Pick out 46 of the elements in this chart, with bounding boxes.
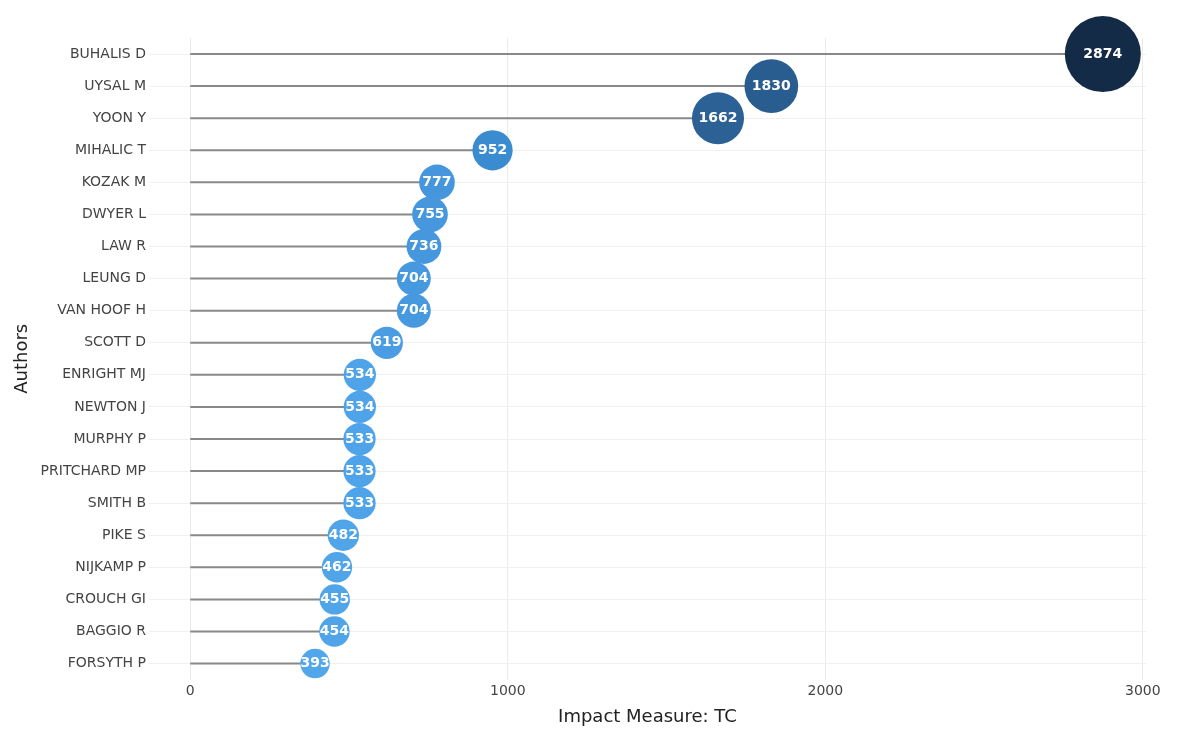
y-tick-label: KOZAK M (81, 173, 146, 189)
y-tick-label: PRITCHARD MP (40, 461, 146, 478)
x-tick-label: 0 (185, 681, 195, 698)
y-tick-label: LEUNG D (82, 269, 146, 286)
y-tick-label: MURPHY P (73, 429, 146, 446)
y-tick-label: NIJKAMP P (75, 557, 146, 574)
data-label: 704 (399, 301, 429, 318)
data-label: 455 (320, 590, 350, 607)
y-tick-label: UYSAL M (84, 76, 146, 93)
y-tick-label: SCOTT D (84, 333, 146, 350)
data-label: 393 (300, 654, 330, 671)
y-tick-label: BAGGIO R (76, 622, 147, 639)
data-label: 755 (415, 205, 445, 222)
data-label: 533 (344, 429, 375, 446)
y-tick-label: YOON Y (91, 108, 147, 125)
data-label: 482 (328, 525, 358, 542)
y-tick-label: CROUCH GI (65, 590, 146, 607)
x-axis-title: Impact Measure: TC (558, 704, 737, 726)
y-tick-label: ENRIGHT MJ (62, 365, 146, 382)
x-tick-label: 2000 (807, 681, 844, 698)
data-label: 704 (399, 269, 429, 286)
x-tick-label: 3000 (1125, 681, 1161, 698)
data-label: 777 (422, 173, 452, 189)
data-label: 534 (345, 397, 375, 414)
y-tick-label: VAN HOOF H (57, 301, 146, 318)
y-tick-label: NEWTON J (74, 397, 146, 414)
y-axis-title: Authors (10, 323, 32, 394)
data-label: 736 (409, 237, 439, 254)
data-label: 533 (344, 493, 375, 510)
data-label: 1830 (751, 76, 792, 93)
y-tick-label: LAW R (101, 237, 147, 254)
data-label: 619 (372, 333, 402, 350)
data-label: 533 (344, 461, 375, 478)
y-tick-label: FORSYTH P (67, 654, 146, 671)
data-label: 454 (319, 622, 350, 639)
y-tick-label: DWYER L (81, 205, 147, 222)
data-label: 534 (345, 365, 375, 382)
data-label: 1662 (698, 108, 738, 125)
y-tick-label: MIHALIC T (74, 140, 147, 157)
x-tick-label: 1000 (489, 681, 526, 698)
y-tick-label: SMITH B (87, 493, 146, 510)
data-label: 462 (322, 557, 352, 574)
data-label: 2874 (1083, 44, 1123, 61)
y-tick-label: PIKE S (102, 525, 147, 542)
data-label: 952 (477, 140, 508, 157)
y-tick-label: BUHALIS D (69, 44, 146, 61)
